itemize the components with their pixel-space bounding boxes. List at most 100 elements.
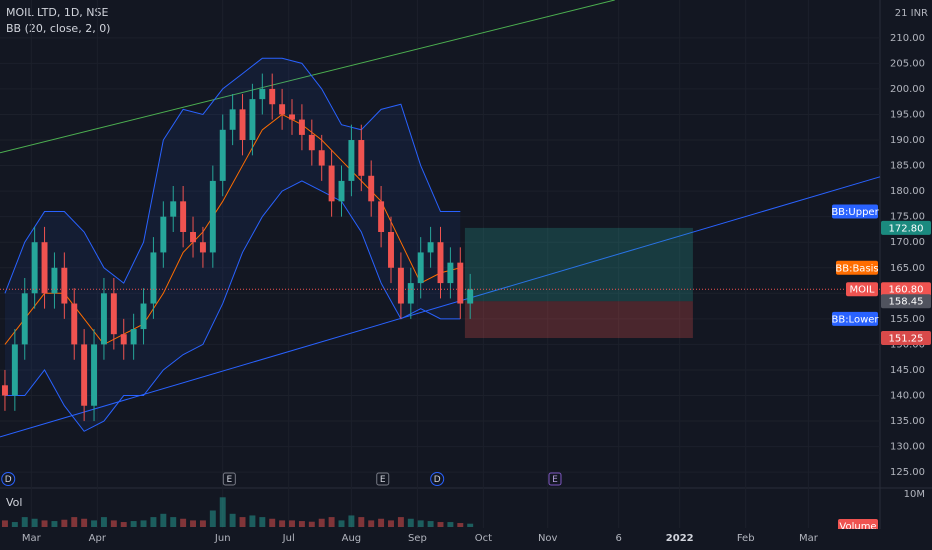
bb-basis-tag: BB:Basis <box>835 263 878 274</box>
candle-body <box>170 201 177 217</box>
volume-bar <box>378 518 385 527</box>
stop-tag: 151.25 <box>889 334 924 345</box>
volume-bar <box>279 520 286 527</box>
volume-bar <box>199 520 206 527</box>
y-tick-label: 200.00 <box>890 84 925 95</box>
y-tick-label: 145.00 <box>890 365 925 376</box>
volume-bar <box>180 518 187 527</box>
volume-bar <box>308 521 315 527</box>
volume-bar <box>427 521 434 527</box>
event-marker <box>376 472 390 486</box>
candle-body <box>180 201 187 232</box>
candle-body <box>318 150 325 166</box>
y-tick-label: 155.00 <box>890 314 925 325</box>
volume-bar <box>110 520 117 527</box>
volume-tag: Volume <box>839 522 876 533</box>
candle-body <box>51 267 58 294</box>
event-label: D <box>434 475 441 485</box>
currency-label: 21 INR <box>895 8 928 19</box>
candle-body <box>219 129 226 181</box>
candle-body <box>1 385 8 396</box>
candle-body <box>289 114 295 120</box>
volume-bar <box>407 518 414 527</box>
volume-bar <box>229 513 236 527</box>
x-tick-label: Mar <box>22 533 42 544</box>
volume-bar <box>368 520 375 527</box>
volume-bar <box>71 517 78 527</box>
candle-body <box>348 140 355 181</box>
event-marker <box>222 472 236 486</box>
event-label: E <box>226 475 232 485</box>
candle-body <box>269 88 276 105</box>
bb-fill <box>4 58 461 432</box>
candle-body <box>457 262 464 304</box>
candle-body <box>91 344 98 406</box>
candle-body <box>31 242 38 294</box>
x-tick-label: Mar <box>799 533 819 544</box>
volume-bar <box>249 515 256 527</box>
x-tick-label: 6 <box>615 533 621 544</box>
volume-bar <box>417 520 424 527</box>
y-tick-label: 190.00 <box>890 135 925 146</box>
bb-basis <box>4 113 461 346</box>
bb-basis-tag-bg <box>836 260 878 275</box>
y-tick-label: 140.00 <box>890 391 925 402</box>
candle-body <box>279 104 286 115</box>
volume-bar <box>318 518 325 527</box>
volume-bar <box>91 520 98 527</box>
candle-body <box>437 242 444 284</box>
trendline <box>0 0 615 154</box>
volume-bar <box>358 517 365 527</box>
y-tick-label: 180.00 <box>890 186 925 197</box>
volume-tick-label: 10M <box>904 489 925 500</box>
candle-body <box>209 180 216 253</box>
candle-body <box>358 140 365 176</box>
x-tick-label: Feb <box>737 533 755 544</box>
candle-body <box>259 88 266 100</box>
candle-body <box>100 293 107 345</box>
volume-bar <box>259 517 266 527</box>
volume-bar <box>298 521 305 527</box>
volume-bar <box>447 522 454 527</box>
x-tick-label: Sep <box>408 533 427 544</box>
y-tick-label: 195.00 <box>890 109 925 120</box>
candle-body <box>467 289 474 304</box>
volume-bar <box>21 517 28 527</box>
volume-bar <box>81 518 88 527</box>
candle-body <box>61 267 68 304</box>
volume-bar <box>51 521 58 527</box>
bb-upper-tag-bg <box>832 204 878 219</box>
candle-body <box>407 283 414 304</box>
volume-bar <box>219 497 226 527</box>
candle-body <box>140 303 147 330</box>
position-loss <box>464 301 693 339</box>
indicator-label: BB (20, close, 2, 0) <box>6 22 110 35</box>
candle-body <box>190 231 196 243</box>
y-tick-label: 130.00 <box>890 442 925 453</box>
y-tick-label: 125.00 <box>890 467 925 478</box>
x-tick-label: Apr <box>89 533 107 544</box>
candle-body <box>427 242 434 253</box>
volume-bar <box>328 517 335 527</box>
y-tick-label: 205.00 <box>890 58 925 69</box>
candle-body <box>71 303 78 345</box>
volume-bar <box>209 510 216 527</box>
candle-body <box>110 293 117 335</box>
y-tick-label: 210.00 <box>890 33 925 44</box>
volume-bar <box>170 517 177 527</box>
event-marker <box>548 472 562 486</box>
candle-body <box>160 216 167 253</box>
y-tick-label: 135.00 <box>890 416 925 427</box>
y-tick-label: 170.00 <box>890 237 925 248</box>
target-tag-bg <box>881 220 931 235</box>
candle-body <box>199 242 206 253</box>
candle-body <box>81 344 88 406</box>
volume-bar <box>269 518 276 527</box>
volume-bar <box>130 521 137 527</box>
stop-tag-bg <box>881 331 931 346</box>
last-name-tag: MOIL <box>849 285 874 296</box>
candle-body <box>41 242 48 294</box>
candle-body <box>11 344 18 396</box>
candle-body <box>447 262 454 284</box>
